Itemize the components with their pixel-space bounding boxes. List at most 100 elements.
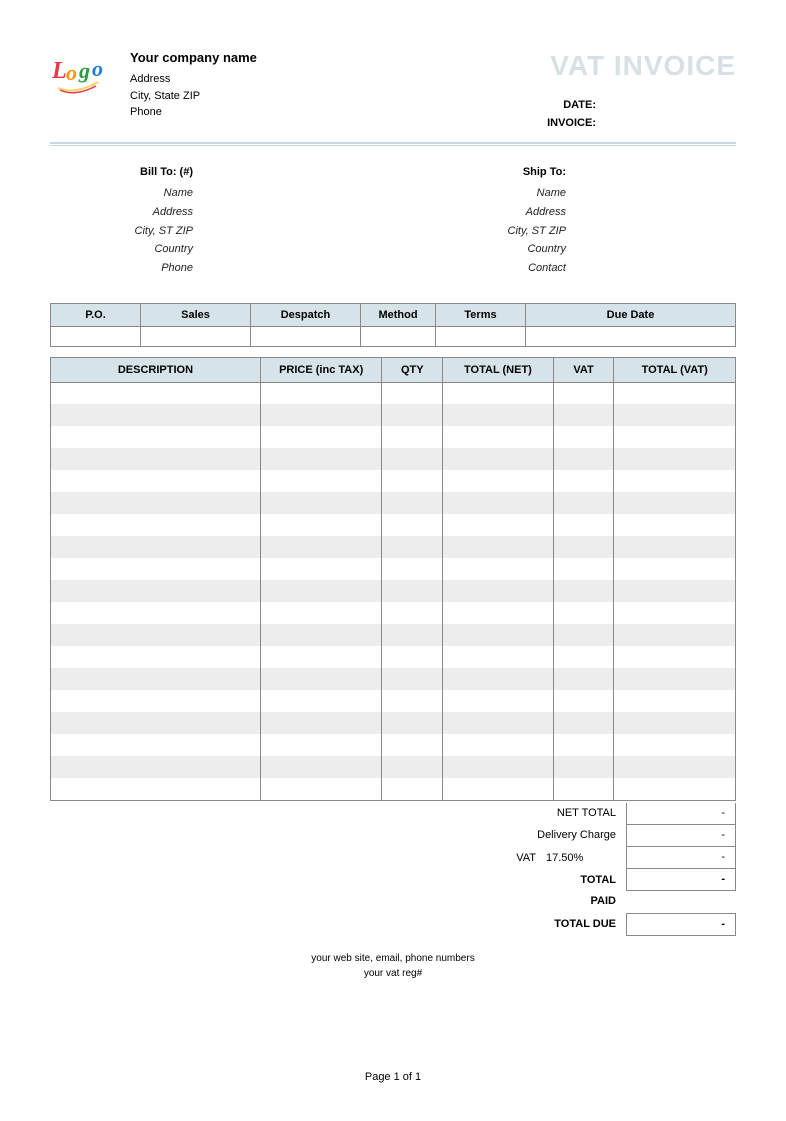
items-cell	[51, 602, 261, 624]
svg-text:L: L	[51, 58, 67, 84]
footer-notes: your web site, email, phone numbers your…	[50, 951, 736, 981]
order-table: P.O. Sales Despatch Method Terms Due Dat…	[50, 303, 736, 347]
svg-text:o: o	[92, 56, 103, 81]
items-cell	[51, 668, 261, 690]
items-cell	[260, 536, 382, 558]
items-cell	[614, 734, 736, 756]
invoice-page: L o g o Your company name Address City, …	[0, 0, 786, 1103]
total-due-value: -	[626, 913, 736, 936]
table-row	[51, 756, 736, 778]
page-number: Page 1 of 1	[50, 1071, 736, 1083]
items-header-qty: QTY	[382, 357, 443, 382]
items-cell	[614, 602, 736, 624]
items-cell	[260, 492, 382, 514]
items-cell	[553, 580, 614, 602]
table-row	[51, 690, 736, 712]
items-cell	[51, 756, 261, 778]
delivery-value: -	[626, 825, 736, 847]
vat-rate: 17.50%	[546, 848, 626, 869]
bill-to-address: Address	[50, 203, 393, 222]
bill-to-country: Country	[50, 240, 393, 259]
vat-label: VAT	[366, 848, 546, 869]
items-cell	[553, 734, 614, 756]
order-cell	[51, 326, 141, 346]
items-cell	[443, 514, 553, 536]
items-cell	[553, 778, 614, 800]
table-row	[51, 778, 736, 800]
items-cell	[614, 558, 736, 580]
order-cell	[436, 326, 526, 346]
items-cell	[614, 514, 736, 536]
items-cell	[443, 756, 553, 778]
items-cell	[51, 514, 261, 536]
items-cell	[260, 580, 382, 602]
items-cell	[553, 624, 614, 646]
order-cell	[361, 326, 436, 346]
items-cell	[382, 514, 443, 536]
items-header-row: DESCRIPTION PRICE (inc TAX) QTY TOTAL (N…	[51, 357, 736, 382]
order-data-row	[51, 326, 736, 346]
items-cell	[51, 536, 261, 558]
items-cell	[260, 756, 382, 778]
items-cell	[382, 624, 443, 646]
items-cell	[443, 404, 553, 426]
items-cell	[614, 690, 736, 712]
items-cell	[614, 448, 736, 470]
totals-row-vat: VAT 17.50% -	[50, 847, 736, 869]
table-row	[51, 602, 736, 624]
items-cell	[382, 448, 443, 470]
items-cell	[553, 712, 614, 734]
net-total-label: NET TOTAL	[366, 803, 626, 824]
items-cell	[553, 382, 614, 404]
items-cell	[51, 734, 261, 756]
items-cell	[553, 536, 614, 558]
items-cell	[443, 734, 553, 756]
footer-line1: your web site, email, phone numbers	[50, 951, 736, 966]
items-cell	[51, 580, 261, 602]
items-cell	[51, 382, 261, 404]
items-cell	[51, 624, 261, 646]
items-cell	[443, 668, 553, 690]
order-header-po: P.O.	[51, 303, 141, 326]
order-header-due: Due Date	[526, 303, 736, 326]
items-cell	[614, 624, 736, 646]
footer-line2: your vat reg#	[50, 966, 736, 981]
items-cell	[443, 448, 553, 470]
table-row	[51, 734, 736, 756]
items-cell	[553, 448, 614, 470]
ship-to-address: Address	[393, 203, 736, 222]
bill-to-block: Bill To: (#) Name Address City, ST ZIP C…	[50, 166, 393, 277]
bill-to-phone: Phone	[50, 259, 393, 278]
items-cell	[382, 602, 443, 624]
table-row	[51, 624, 736, 646]
items-cell	[614, 382, 736, 404]
svg-text:g: g	[78, 58, 90, 83]
totals-row-due: TOTAL DUE -	[50, 913, 736, 936]
totals-row-paid: PAID	[50, 891, 736, 912]
items-cell	[260, 404, 382, 426]
net-total-value: -	[626, 803, 736, 825]
items-cell	[382, 404, 443, 426]
bill-to-title: Bill To: (#)	[50, 166, 393, 178]
header-left: L o g o Your company name Address City, …	[50, 50, 257, 121]
items-cell	[443, 558, 553, 580]
items-cell	[614, 580, 736, 602]
items-cell	[260, 448, 382, 470]
items-cell	[553, 690, 614, 712]
items-cell	[553, 492, 614, 514]
items-cell	[443, 646, 553, 668]
delivery-label: Delivery Charge	[366, 825, 626, 846]
items-body	[51, 382, 736, 800]
items-cell	[51, 492, 261, 514]
totals-row-total: TOTAL -	[50, 869, 736, 891]
items-cell	[51, 470, 261, 492]
company-name: Your company name	[130, 50, 257, 65]
items-cell	[553, 646, 614, 668]
items-cell	[443, 492, 553, 514]
items-cell	[51, 404, 261, 426]
items-cell	[260, 734, 382, 756]
items-cell	[382, 646, 443, 668]
items-cell	[382, 712, 443, 734]
order-header-despatch: Despatch	[251, 303, 361, 326]
items-cell	[260, 712, 382, 734]
